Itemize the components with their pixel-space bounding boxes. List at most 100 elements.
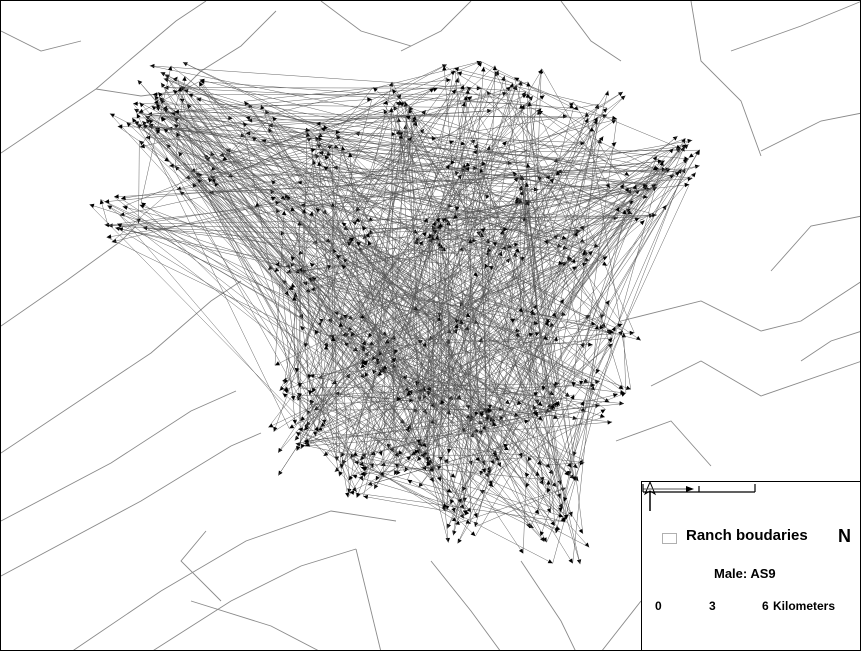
track-arrowhead — [394, 470, 399, 476]
track-segment — [595, 149, 700, 325]
track-arrowhead — [607, 337, 613, 343]
track-segment — [180, 85, 216, 184]
track-segment — [274, 170, 658, 366]
track-segment — [139, 102, 545, 543]
track-arrowhead — [477, 61, 482, 67]
track-arrowhead — [350, 331, 356, 337]
track-segment — [424, 325, 469, 457]
track-arrowhead — [682, 159, 688, 164]
track-arrowhead — [160, 82, 166, 88]
track-arrowhead — [600, 409, 606, 414]
track-arrowhead — [275, 261, 280, 267]
track-segment — [155, 110, 492, 131]
track-segment — [172, 89, 455, 319]
track-segment — [349, 152, 364, 362]
track-arrowhead — [446, 410, 451, 415]
track-segment — [483, 66, 595, 132]
track-segment — [548, 326, 615, 333]
track-segment — [461, 206, 620, 492]
track-arrowhead — [558, 507, 563, 513]
track-arrowhead — [160, 98, 166, 104]
track-arrowhead — [512, 252, 518, 257]
track-segment — [311, 137, 325, 425]
track-arrowhead — [450, 473, 456, 478]
track-arrowhead — [599, 325, 605, 330]
track-segment — [320, 168, 660, 428]
track-arrowhead — [182, 76, 187, 81]
track-segment — [311, 211, 383, 456]
track-segment — [407, 144, 689, 392]
track-arrowhead — [380, 462, 386, 467]
track-arrowhead — [561, 235, 567, 240]
track-segment — [210, 151, 358, 492]
track-segment — [411, 119, 420, 445]
track-segment — [489, 172, 696, 412]
track-arrowhead — [480, 227, 486, 233]
track-arrowhead — [488, 265, 494, 270]
track-arrowhead — [457, 538, 462, 544]
track-arrowhead — [429, 467, 435, 472]
track-arrowhead — [486, 407, 492, 412]
track-segment — [142, 124, 494, 488]
track-arrowhead — [275, 361, 280, 366]
track-arrowhead — [674, 171, 680, 177]
track-segment — [383, 364, 386, 477]
track-segment — [188, 93, 528, 221]
track-arrowhead — [582, 262, 587, 267]
track-segment — [405, 124, 465, 433]
track-arrowhead — [318, 136, 323, 142]
track-arrowhead — [396, 117, 402, 123]
track-arrowhead — [275, 200, 281, 206]
track-segment — [330, 242, 442, 482]
track-arrowhead — [594, 324, 600, 330]
track-segment — [163, 87, 522, 105]
ranch-boundary-line — [650, 360, 860, 397]
track-segment — [432, 229, 523, 458]
track-segment — [170, 113, 648, 186]
track-arrowhead — [348, 152, 353, 158]
track-segment — [297, 142, 586, 183]
track-arrowhead — [524, 472, 530, 478]
track-arrowhead — [546, 480, 551, 485]
track-arrowhead — [432, 87, 438, 92]
track-arrowhead — [308, 390, 313, 395]
track-segment — [341, 264, 538, 418]
track-arrowhead — [475, 456, 481, 462]
track-arrowhead — [584, 112, 590, 118]
track-segment — [514, 77, 545, 96]
track-arrowhead — [268, 423, 274, 428]
track-arrowhead — [521, 94, 527, 99]
track-arrowhead — [141, 202, 147, 207]
track-arrowhead — [406, 391, 412, 396]
track-segment — [440, 481, 534, 529]
track-segment — [294, 345, 375, 441]
track-segment — [268, 110, 492, 126]
track-segment — [268, 263, 296, 271]
track-segment — [524, 104, 658, 171]
track-segment — [331, 95, 626, 324]
track-segment — [524, 472, 562, 513]
track-segment — [502, 229, 581, 565]
track-segment — [196, 98, 322, 328]
track-arrowhead — [297, 221, 302, 226]
track-segment — [361, 225, 480, 413]
track-segment — [361, 337, 613, 365]
track-arrowhead — [172, 89, 178, 95]
track-segment — [457, 266, 578, 324]
track-arrowhead — [537, 401, 543, 407]
track-arrowhead — [457, 174, 462, 180]
track-arrowhead — [300, 326, 305, 331]
track-segment — [122, 206, 641, 341]
track-segment — [303, 189, 539, 431]
track-segment — [359, 174, 675, 319]
track-segment — [278, 237, 433, 476]
track-arrowhead — [373, 87, 378, 92]
track-arrowhead — [298, 427, 303, 432]
track-segment — [532, 404, 581, 565]
track-arrowhead — [544, 321, 549, 327]
track-arrowhead — [537, 416, 543, 421]
track-arrowhead — [114, 194, 119, 199]
track-arrowhead — [560, 487, 566, 492]
track-segment — [437, 234, 524, 313]
